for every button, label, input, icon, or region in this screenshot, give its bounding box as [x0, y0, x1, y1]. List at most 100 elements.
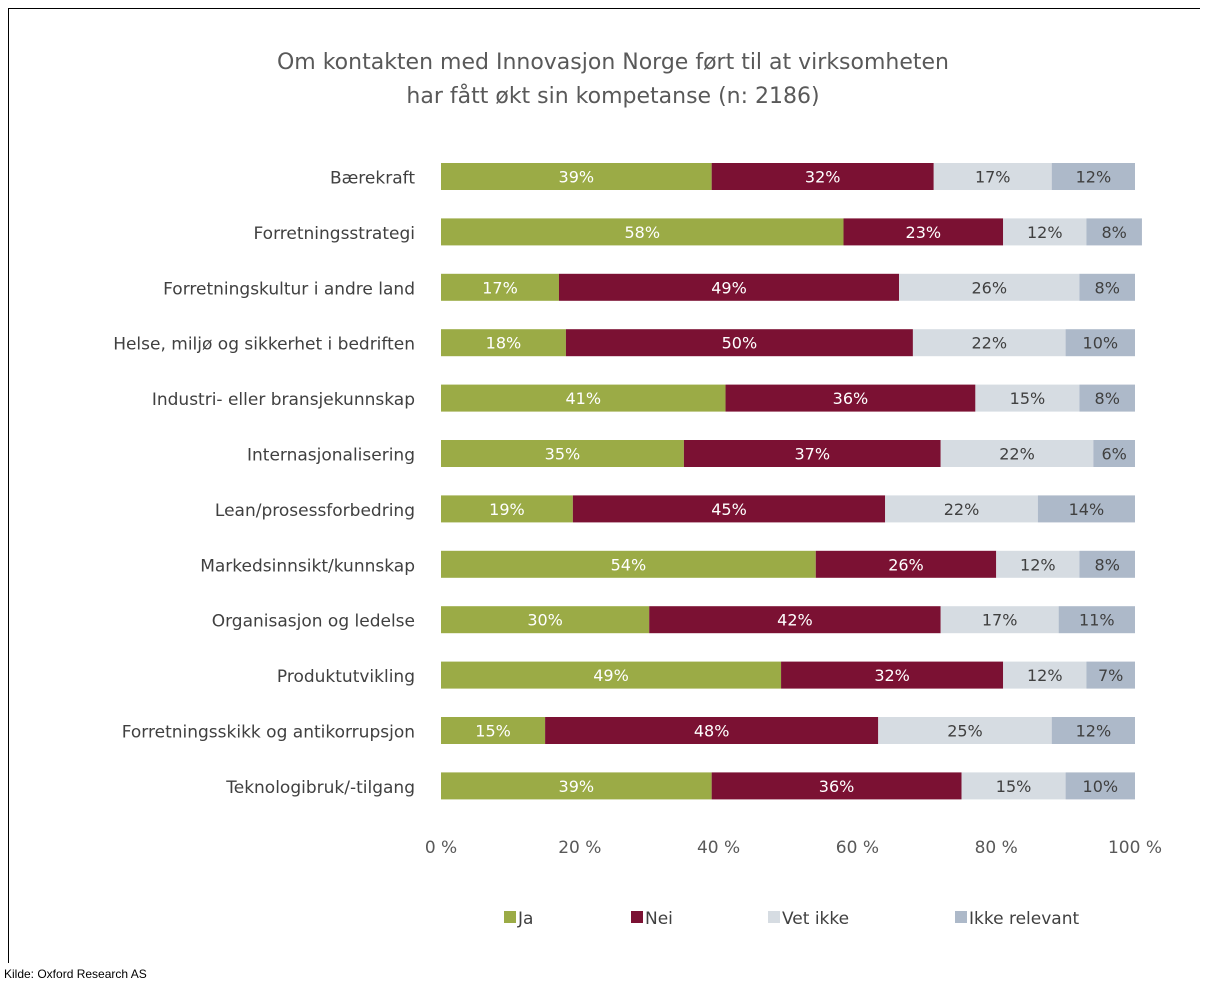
category-label: Forretningsskikk og antikorrupsjon — [122, 723, 415, 743]
bar-segment — [711, 772, 962, 800]
bar-segment — [1058, 606, 1135, 634]
data-label: 15% — [1010, 389, 1046, 408]
category-label: Teknologibruk/-tilgang — [225, 778, 415, 798]
data-label: 8% — [1095, 555, 1120, 574]
bar-segment — [878, 717, 1052, 744]
data-label: 32% — [874, 666, 910, 685]
category-label: Forretningskultur i andre land — [163, 279, 415, 299]
x-tick-label: 0 % — [425, 838, 457, 858]
bars-group: 39% 32% 17% 12% 58% 23% 12% 8% 17% 49% 26% 8% 18% 50%… — [441, 163, 1142, 800]
bar-segment — [940, 606, 1059, 634]
bar-segment — [441, 550, 816, 578]
x-tick-label: 100 % — [1108, 838, 1162, 858]
bar-segment — [1065, 329, 1135, 357]
bar-segment — [441, 772, 712, 800]
data-label: 50% — [722, 334, 758, 353]
data-label: 12% — [1076, 722, 1112, 741]
data-label: 26% — [971, 278, 1007, 297]
bar-segment — [441, 495, 573, 523]
data-label: 19% — [489, 500, 525, 519]
bar-segment — [1003, 218, 1087, 246]
chart-title-line-2: har fått økt sin kompetanse (n: 2186) — [406, 84, 820, 109]
data-label: 12% — [1020, 555, 1056, 574]
data-label: 54% — [611, 555, 647, 574]
bar-segment — [1079, 550, 1135, 578]
bar-segment — [996, 550, 1080, 578]
data-label: 39% — [559, 777, 595, 796]
data-label: 14% — [1069, 500, 1105, 519]
bar-segment — [572, 495, 886, 523]
bar-segment — [725, 384, 976, 412]
bar-segment — [1086, 661, 1135, 689]
data-label: 32% — [805, 168, 841, 187]
bar-segment — [815, 550, 997, 578]
data-label: 11% — [1079, 611, 1115, 630]
bar-segment — [649, 606, 941, 634]
data-label: 25% — [947, 722, 983, 741]
legend-label: Nei — [645, 909, 673, 929]
data-label: 8% — [1095, 389, 1120, 408]
source-note: Kilde: Oxford Research AS — [4, 967, 147, 981]
bar-segment — [1086, 218, 1142, 246]
bar-segment — [1079, 384, 1135, 412]
data-label: 8% — [1095, 278, 1120, 297]
data-label: 17% — [975, 168, 1011, 187]
data-label: 10% — [1083, 334, 1119, 353]
category-labels: Bærekraft Forretningsstrategi Forretningsk… — [113, 169, 415, 798]
data-label: 17% — [982, 611, 1018, 630]
bar-segment — [843, 218, 1004, 246]
data-label: 42% — [777, 611, 813, 630]
bar-segment — [441, 273, 559, 301]
bar-segment — [1037, 495, 1135, 523]
data-label: 6% — [1101, 445, 1126, 464]
bar-segment — [441, 606, 650, 634]
bar-segment — [558, 273, 900, 301]
category-label: Markedsinnsikt/kunnskap — [200, 556, 415, 576]
bar-segment — [1051, 717, 1135, 744]
data-label: 22% — [944, 500, 980, 519]
data-label: 15% — [475, 722, 511, 741]
bar-segment — [545, 717, 879, 744]
data-label: 22% — [971, 334, 1007, 353]
bar-segment — [441, 384, 726, 412]
legend-swatch — [631, 911, 643, 923]
category-label: Forretningsstrategi — [254, 224, 416, 244]
data-label: 36% — [819, 777, 855, 796]
bar-segment — [441, 163, 712, 190]
legend-swatch — [504, 911, 516, 923]
category-label: Helse, miljø og sikkerhet i bedriften — [113, 335, 415, 355]
chart-title-line-1: Om kontakten med Innovasjon Norge ført t… — [276, 50, 949, 75]
data-label: 30% — [527, 611, 563, 630]
bar-segment — [781, 661, 1004, 689]
bar-segment — [683, 440, 941, 467]
data-label: 23% — [906, 223, 942, 242]
bar-segment — [1051, 163, 1135, 190]
category-label: Lean/prosessforbedring — [215, 501, 415, 521]
data-label: 15% — [996, 777, 1032, 796]
data-label: 58% — [624, 223, 660, 242]
category-label: Produktutvikling — [277, 667, 415, 687]
bar-segment — [961, 772, 1066, 800]
bar-segment — [933, 163, 1052, 190]
data-label: 7% — [1098, 666, 1123, 685]
bar-segment — [899, 273, 1080, 301]
data-label: 8% — [1101, 223, 1126, 242]
legend-label: Vet ikke — [782, 909, 849, 929]
data-label: 37% — [795, 445, 831, 464]
x-tick-label: 40 % — [697, 838, 740, 858]
legend-swatch — [955, 911, 967, 923]
chart-frame — [8, 8, 1200, 963]
bar-segment — [441, 661, 782, 689]
bar-segment — [1079, 273, 1135, 301]
bar-segment — [1003, 661, 1087, 689]
data-label: 41% — [565, 389, 601, 408]
data-label: 48% — [694, 722, 730, 741]
category-label: Industri- eller bransjekunnskap — [152, 390, 415, 410]
data-label: 35% — [545, 445, 581, 464]
bar-segment — [441, 717, 546, 744]
data-label: 49% — [593, 666, 629, 685]
chart-title: Om kontakten med Innovasjon Norge ført t… — [0, 46, 1206, 114]
bar-segment — [1093, 440, 1135, 467]
data-label: 12% — [1027, 223, 1063, 242]
